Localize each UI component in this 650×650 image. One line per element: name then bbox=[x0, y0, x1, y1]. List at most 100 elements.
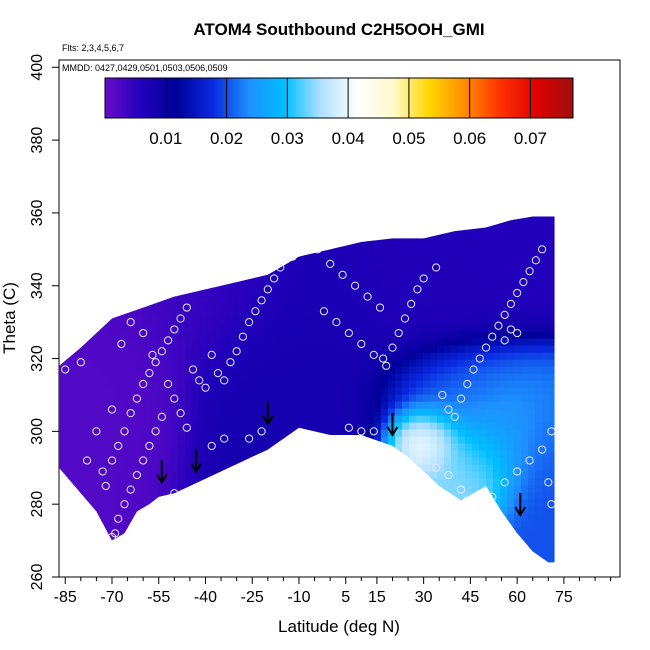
heat-cell bbox=[115, 415, 123, 424]
heat-cell bbox=[318, 387, 326, 396]
heat-cell bbox=[500, 506, 508, 515]
heat-cell bbox=[493, 408, 501, 417]
heat-cell bbox=[528, 401, 536, 410]
heat-cell bbox=[318, 401, 326, 410]
heat-cell bbox=[129, 527, 137, 536]
heat-cell bbox=[157, 443, 165, 452]
heat-cell bbox=[136, 570, 144, 578]
heat-cell bbox=[136, 513, 144, 522]
heat-cell bbox=[444, 303, 452, 312]
heat-cell bbox=[465, 492, 473, 501]
heat-cell bbox=[353, 422, 361, 431]
heat-cell bbox=[157, 499, 165, 508]
heat-cell bbox=[451, 324, 459, 333]
heat-cell bbox=[185, 429, 193, 438]
heat-cell bbox=[500, 548, 508, 557]
heat-cell bbox=[367, 317, 375, 326]
heat-cell bbox=[276, 352, 284, 361]
heat-cell bbox=[227, 394, 235, 403]
heat-cell bbox=[276, 310, 284, 319]
heat-cell bbox=[164, 254, 172, 263]
heat-cell bbox=[185, 247, 193, 256]
heat-cell bbox=[143, 387, 151, 396]
heat-cell bbox=[157, 282, 165, 291]
heat-cell bbox=[227, 261, 235, 270]
heat-cell bbox=[311, 408, 319, 417]
heat-cell bbox=[241, 303, 249, 312]
heat-cell bbox=[332, 563, 340, 571]
heat-cell bbox=[430, 527, 438, 536]
heat-cell bbox=[535, 233, 543, 242]
heat-cell bbox=[367, 373, 375, 382]
heat-cell bbox=[556, 507, 564, 515]
heat-cell bbox=[465, 206, 473, 214]
heat-cell bbox=[451, 394, 459, 403]
heat-cell bbox=[353, 240, 361, 249]
heat-cell bbox=[444, 289, 452, 298]
heat-cell bbox=[416, 296, 424, 305]
heat-cell bbox=[388, 471, 396, 480]
heat-cell bbox=[325, 506, 333, 515]
heat-cell bbox=[514, 563, 522, 571]
heat-cell bbox=[129, 422, 137, 431]
heat-cell bbox=[353, 380, 361, 389]
heat-cell bbox=[528, 206, 536, 214]
heat-cell bbox=[367, 499, 375, 508]
heat-cell bbox=[276, 485, 284, 494]
heat-cell bbox=[339, 499, 347, 508]
heat-cell bbox=[290, 436, 298, 445]
heat-cell bbox=[101, 345, 109, 354]
heat-cell bbox=[87, 289, 95, 298]
heat-cell bbox=[535, 240, 543, 249]
heat-cell bbox=[493, 471, 501, 480]
heat-cell bbox=[339, 373, 347, 382]
heat-cell bbox=[234, 429, 242, 438]
heat-cell bbox=[479, 226, 487, 235]
heat-cell bbox=[367, 289, 375, 298]
heat-cell bbox=[255, 206, 263, 214]
heat-cell bbox=[192, 352, 200, 361]
heat-cell bbox=[136, 261, 144, 270]
heat-cell bbox=[66, 303, 74, 312]
heat-cell bbox=[395, 275, 403, 284]
heat-cell bbox=[367, 366, 375, 375]
heat-cell bbox=[213, 555, 221, 563]
heat-cell bbox=[367, 282, 375, 291]
heat-cell bbox=[122, 233, 130, 242]
heat-cell bbox=[381, 216, 389, 221]
heat-cell bbox=[556, 332, 564, 340]
heat-cell bbox=[255, 268, 263, 277]
heat-cell bbox=[276, 563, 284, 571]
heat-cell bbox=[248, 436, 256, 445]
heat-cell bbox=[122, 380, 130, 389]
heat-cell bbox=[430, 331, 438, 340]
heat-cell bbox=[59, 216, 67, 221]
heat-cell bbox=[220, 233, 228, 242]
heat-cell bbox=[486, 268, 494, 277]
heat-cell bbox=[171, 206, 179, 214]
heat-cell bbox=[164, 296, 172, 305]
heat-cell bbox=[283, 261, 291, 270]
heat-cell bbox=[304, 415, 312, 424]
sample-point bbox=[170, 325, 179, 334]
heat-cell bbox=[122, 506, 130, 515]
heat-cell bbox=[332, 345, 340, 354]
heat-cell bbox=[227, 289, 235, 298]
heat-cell bbox=[374, 563, 382, 571]
heat-cell bbox=[213, 261, 221, 270]
heat-cell bbox=[409, 345, 417, 354]
heat-cell bbox=[122, 310, 130, 319]
heat-cell bbox=[353, 216, 361, 221]
heat-cell bbox=[178, 436, 186, 445]
heat-cell bbox=[122, 478, 130, 487]
heat-cell bbox=[80, 555, 88, 563]
heat-cell bbox=[556, 367, 564, 375]
heat-cell bbox=[108, 219, 116, 228]
heat-cell bbox=[395, 394, 403, 403]
heat-cell bbox=[325, 534, 333, 543]
heat-cell bbox=[234, 520, 242, 529]
heat-cell bbox=[171, 570, 179, 578]
heat-cell bbox=[332, 541, 340, 550]
heat-cell bbox=[241, 206, 249, 214]
heat-cell bbox=[318, 429, 326, 438]
